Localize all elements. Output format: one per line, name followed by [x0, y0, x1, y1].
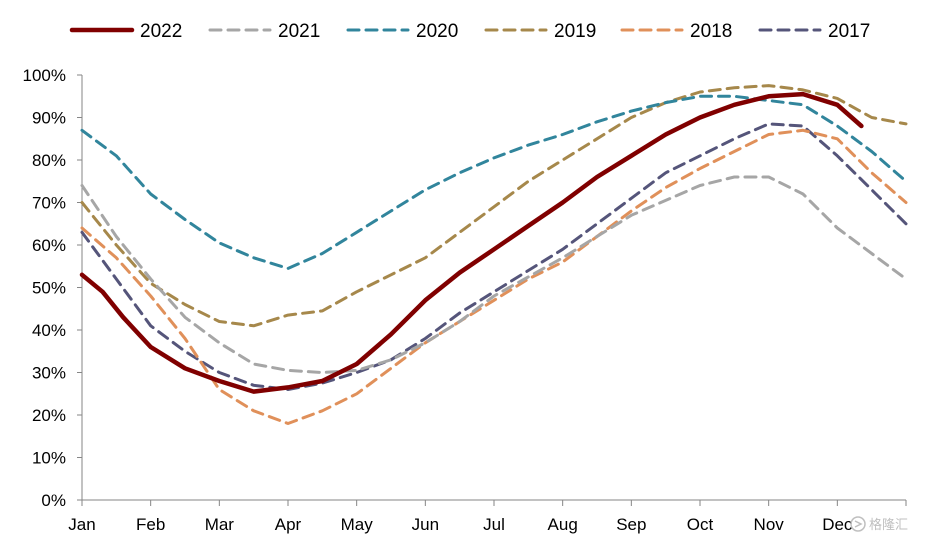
y-tick-label: 70% [32, 194, 66, 213]
series-line-2019 [80, 84, 908, 328]
x-tick-label: May [341, 515, 374, 534]
legend-label-2019: 2019 [554, 21, 596, 42]
x-tick-label: Mar [205, 515, 235, 534]
y-tick-label: 100% [23, 66, 66, 85]
x-tick-label: Dec [822, 515, 853, 534]
watermark: 格隆汇 [850, 516, 908, 533]
legend-label-2021: 2021 [278, 21, 320, 42]
y-tick-label: 30% [32, 364, 66, 383]
series-line-2018 [80, 128, 908, 425]
x-axis: Jan Feb Mar Apr May Jun Jul Aug Sep Oct Nov Dec [68, 499, 907, 534]
x-tick-label: Feb [136, 515, 165, 534]
x-tick-label: Jul [483, 515, 505, 534]
y-tick-label: 40% [32, 321, 66, 340]
watermark-text: 格隆汇 [869, 517, 908, 533]
series-line-2022 [79, 91, 864, 394]
y-tick-label: 90% [32, 109, 66, 128]
x-tick-label: Jun [412, 515, 439, 534]
y-tick-label: 0% [41, 491, 66, 510]
x-tick-label: Apr [275, 515, 302, 534]
series-line-2021 [80, 175, 908, 374]
x-tick-label: Nov [754, 515, 785, 534]
y-tick-label: 60% [32, 236, 66, 255]
x-tick-label: Oct [687, 515, 714, 534]
x-tick-label: Aug [548, 515, 578, 534]
series-line-2017 [80, 122, 908, 391]
series-line-2020 [80, 94, 908, 270]
x-tick-label: Sep [616, 515, 646, 534]
y-tick-label: 50% [32, 279, 66, 298]
plot-area [79, 84, 908, 425]
y-axis: 0% 10% 20% 30% 40% 50% 60% 70% 80% 90% 100% [23, 66, 83, 510]
legend-label-2017: 2017 [828, 21, 870, 42]
x-tick-label: Jan [68, 515, 95, 534]
legend-label-2020: 2020 [416, 21, 458, 42]
y-tick-label: 80% [32, 151, 66, 170]
y-tick-label: 20% [32, 406, 66, 425]
brand-logo-icon [850, 516, 866, 532]
legend: 2022 2021 2020 2019 2018 2017 [69, 21, 870, 42]
y-tick-label: 10% [32, 449, 66, 468]
legend-label-2022: 2022 [140, 21, 182, 42]
legend-label-2018: 2018 [690, 21, 732, 42]
